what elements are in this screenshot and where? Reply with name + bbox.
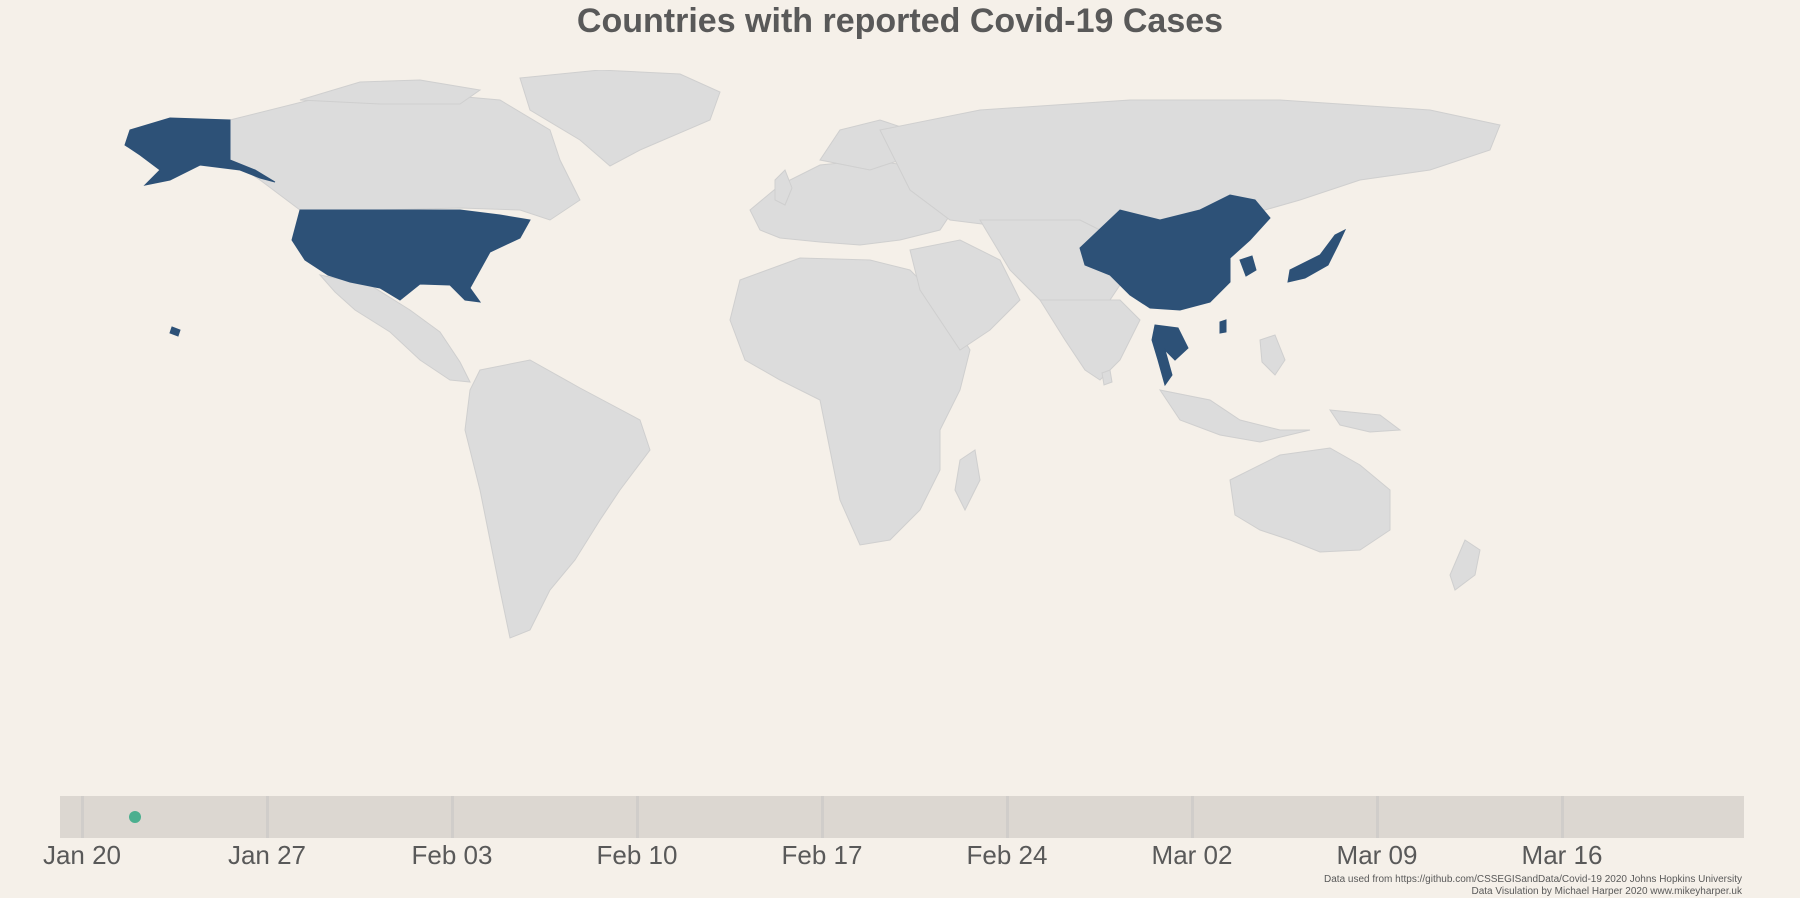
land-greenland [519, 70, 721, 167]
land-south-america [464, 359, 651, 639]
timeline-tick-label: Feb 10 [596, 840, 678, 870]
timeline-tick [1376, 796, 1379, 838]
country-south-korea [1239, 255, 1257, 277]
timeline-tick-label: Mar 02 [1151, 840, 1233, 870]
land-uk [774, 169, 793, 206]
credits: Data used from https://github.com/CSSEGI… [1324, 874, 1742, 898]
world-map [124, 70, 1501, 639]
timeline-tick [636, 796, 639, 838]
region-hawaii [169, 326, 181, 337]
country-taiwan [1219, 319, 1227, 334]
timeline-tick-label: Mar 16 [1521, 840, 1603, 870]
timeline-tick [1191, 796, 1194, 838]
date-timeline[interactable]: Jan 20 Jan 27 Feb 03 Feb 10 Feb 17 Feb 24 Mar … [0, 790, 1800, 870]
land-canada [229, 91, 581, 221]
timeline-tick-label: Mar 09 [1336, 840, 1418, 870]
country-alaska [124, 117, 276, 186]
map-title: Countries with reported Covid-19 Cases [576, 2, 1224, 40]
land-philippines [1259, 334, 1286, 376]
land-madagascar [954, 449, 981, 512]
timeline-tick [1561, 796, 1564, 838]
timeline-track[interactable] [60, 796, 1744, 838]
land-australia [1229, 447, 1391, 553]
land-india [1039, 299, 1141, 381]
credits-author: Data Visulation by Michael Harper 2020 w… [1471, 886, 1742, 897]
timeline-tick-label: Jan 27 [227, 840, 307, 870]
land-southeast-asia [1158, 389, 1311, 443]
land-arctic-islands [299, 79, 482, 105]
land-russia [879, 99, 1501, 231]
country-united-states [291, 209, 531, 303]
country-japan [1287, 228, 1347, 283]
timeline-tick [451, 796, 454, 838]
timeline-tick [266, 796, 269, 838]
land-new-guinea [1328, 409, 1402, 433]
country-thailand [1151, 324, 1189, 387]
land-new-zealand [1449, 539, 1481, 591]
timeline-tick-label: Jan 20 [42, 840, 122, 870]
land-mexico [318, 274, 471, 383]
land-africa [729, 257, 971, 546]
timeline-slider-handle[interactable] [128, 811, 141, 823]
land-sri-lanka [1101, 369, 1113, 386]
timeline-tick-label: Feb 17 [781, 840, 863, 870]
credits-data-source: Data used from https://github.com/CSSEGI… [1324, 874, 1742, 885]
timeline-tick-label: Feb 03 [411, 840, 493, 870]
land-middle-east [909, 239, 1021, 351]
timeline-tick [821, 796, 824, 838]
timeline-tick [81, 796, 84, 838]
timeline-tick [1006, 796, 1009, 838]
timeline-tick-label: Feb 24 [966, 840, 1048, 870]
country-china [1079, 194, 1271, 311]
